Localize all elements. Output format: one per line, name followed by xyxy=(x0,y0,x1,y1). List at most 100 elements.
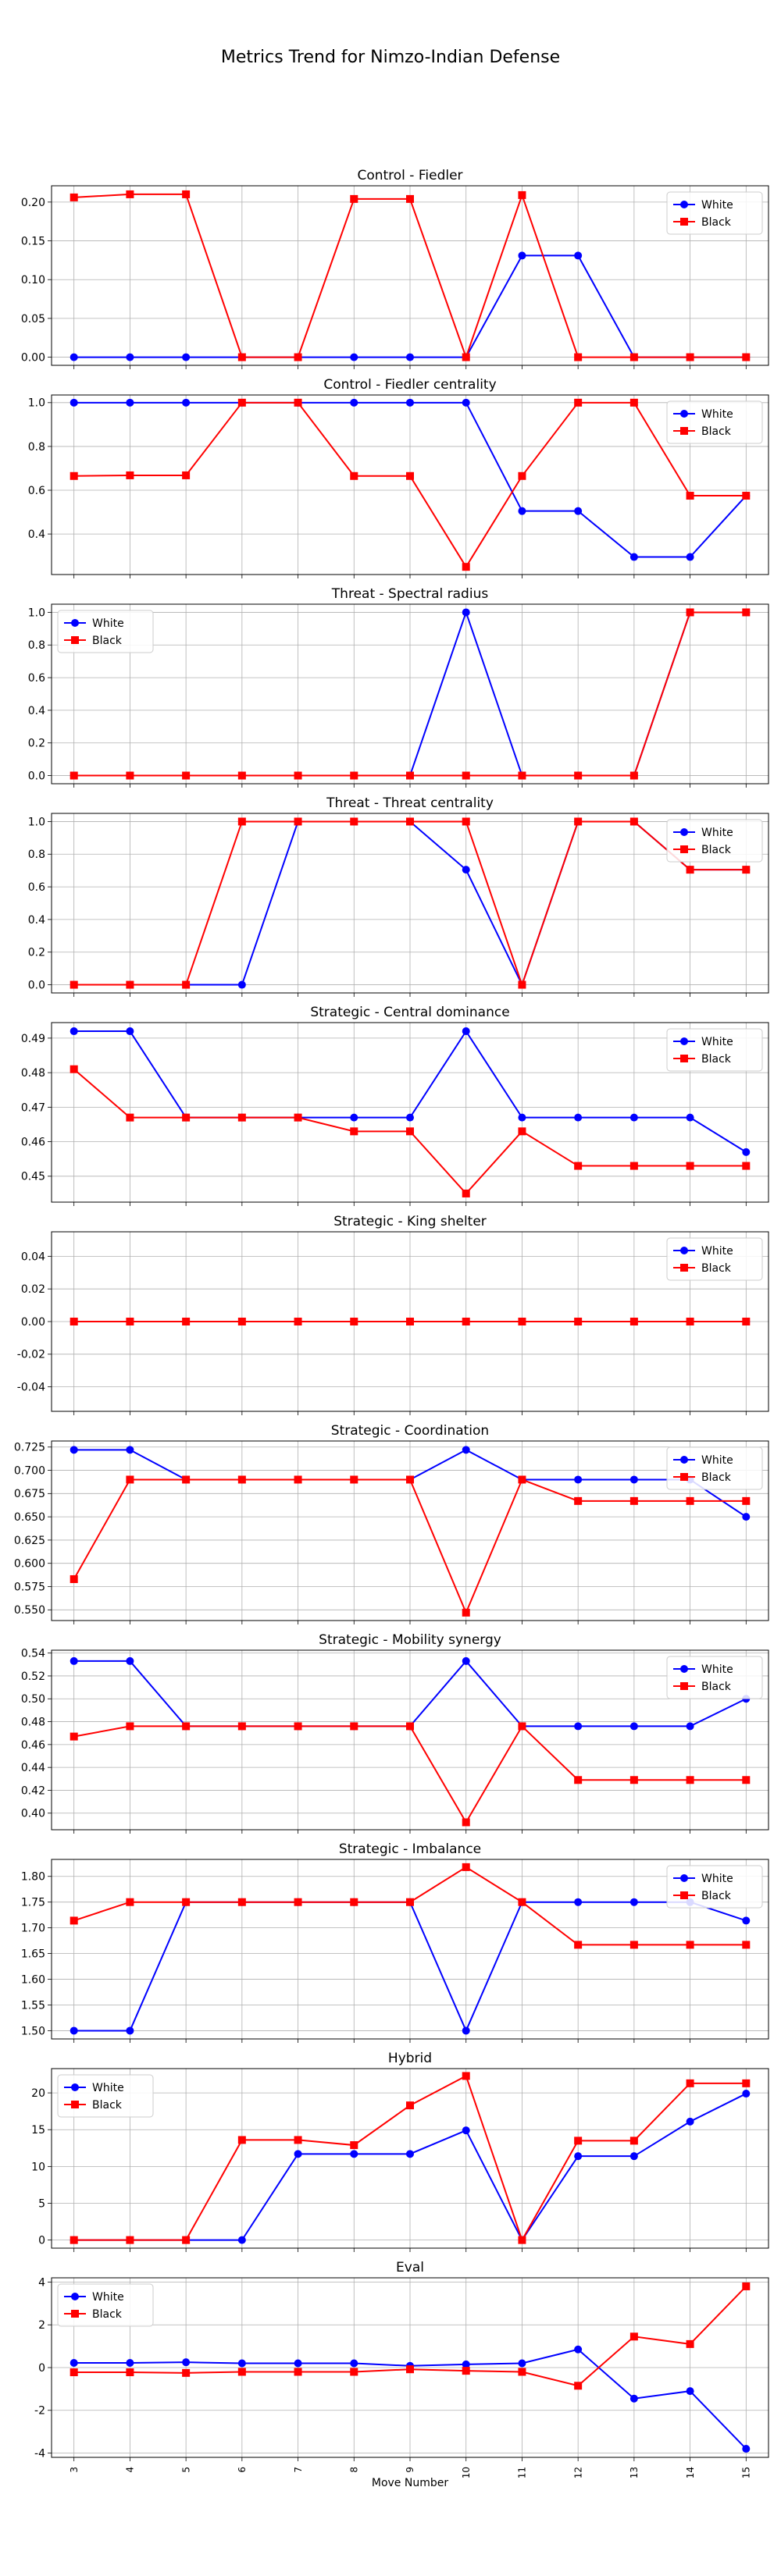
point-black xyxy=(462,1318,470,1325)
plot-frame xyxy=(51,1440,769,1621)
legend-marker xyxy=(71,2083,79,2091)
point-black xyxy=(686,1776,694,1784)
point-black xyxy=(237,817,246,826)
legend-box xyxy=(57,2283,154,2327)
legend-box xyxy=(666,1028,763,1072)
point-black xyxy=(406,2365,414,2374)
point-black xyxy=(406,1475,414,1484)
point-black xyxy=(629,2332,638,2341)
point-black xyxy=(574,2382,583,2390)
legend-label: White xyxy=(701,199,733,212)
legend-label: White xyxy=(701,1663,733,1676)
point-black xyxy=(350,817,358,826)
plot-frame xyxy=(51,813,769,994)
legend-label: Black xyxy=(701,425,732,438)
point-black xyxy=(182,1898,191,1906)
legend: White Black xyxy=(666,1656,763,1699)
point-black xyxy=(629,353,638,361)
point-black xyxy=(574,1496,583,1505)
y-tick-label: 0.650 xyxy=(14,1511,45,1524)
x-tick-label: 9 xyxy=(405,2467,415,2473)
plot-frame xyxy=(51,1649,769,1831)
y-tick-label: 1.60 xyxy=(21,1973,45,1986)
legend-marker xyxy=(680,1037,688,1045)
point-white xyxy=(182,398,191,407)
chart-panel-5: Strategic - Central dominance 0.45 0.46 0.4… xyxy=(21,1005,769,1206)
point-black xyxy=(182,2236,191,2244)
point-black xyxy=(629,771,638,780)
y-tick-label: 0.54 xyxy=(21,1648,45,1660)
point-black xyxy=(462,2072,470,2080)
legend-label: White xyxy=(701,1036,733,1048)
point-white xyxy=(126,2358,134,2367)
point-white xyxy=(126,398,134,407)
x-tick-label: 13 xyxy=(629,2467,640,2478)
point-white xyxy=(406,2150,414,2158)
point-white xyxy=(629,1722,638,1731)
x-tick-label: 7 xyxy=(293,2467,304,2473)
point-black xyxy=(294,353,302,361)
legend-box xyxy=(666,400,763,444)
point-white xyxy=(126,1656,134,1665)
point-white xyxy=(742,2090,751,2098)
legend: White Black xyxy=(666,191,763,235)
point-white xyxy=(294,2359,302,2368)
point-black xyxy=(406,1127,414,1136)
legend-marker xyxy=(680,1874,688,1882)
point-black xyxy=(629,1776,638,1784)
point-black xyxy=(126,1722,134,1731)
point-black xyxy=(182,190,191,198)
y-tick-label: 0.52 xyxy=(21,1670,45,1683)
point-black xyxy=(237,2368,246,2376)
legend-label: Black xyxy=(701,1471,732,1484)
y-tick-label: 0.46 xyxy=(21,1739,45,1752)
chart-panel-4: Threat - Threat centrality 0.0 0.2 0.4 0.6 0.… xyxy=(28,795,769,997)
y-tick-label: 0.6 xyxy=(28,485,45,497)
point-black xyxy=(629,1162,638,1170)
panel-title: Control - Fiedler xyxy=(357,168,462,183)
chart-panel-10: Hybrid 0 5 10 15 20 White Black xyxy=(31,2051,769,2252)
legend-label: Black xyxy=(701,844,732,856)
y-tick-label: 0.8 xyxy=(28,441,45,454)
point-black xyxy=(462,1608,470,1617)
plot-frame xyxy=(51,2068,769,2249)
point-white xyxy=(462,1656,470,1665)
point-black xyxy=(574,2137,583,2145)
point-white xyxy=(686,2387,694,2396)
point-black xyxy=(237,1475,246,1484)
legend-box xyxy=(57,610,154,653)
chart-panel-11: Eval 3 4 5 6 7 8 9 10 11 12 13 14 15 -4 -2 0 2 4 White Black xyxy=(34,2260,769,2478)
point-white xyxy=(126,2026,134,2035)
y-tick-label: 0.600 xyxy=(14,1558,45,1571)
panel-title: Strategic - Imbalance xyxy=(339,1841,481,1857)
y-tick-label: 0.40 xyxy=(21,1808,45,1820)
legend-marker xyxy=(680,1247,688,1254)
point-white xyxy=(462,1027,470,1036)
point-black xyxy=(518,2368,526,2376)
y-tick-label: 2 xyxy=(38,2319,45,2332)
y-tick-label: 0.2 xyxy=(28,738,45,750)
point-black xyxy=(462,1818,470,1827)
point-black xyxy=(237,1898,246,1906)
y-tick-label: 0.00 xyxy=(21,351,45,364)
point-white xyxy=(126,1446,134,1454)
point-black xyxy=(182,1475,191,1484)
point-black xyxy=(126,2236,134,2244)
legend-marker xyxy=(680,828,688,836)
point-black xyxy=(686,608,694,617)
y-tick-label: 1.55 xyxy=(21,1999,45,2012)
point-black xyxy=(237,1318,246,1325)
point-white xyxy=(686,1722,694,1731)
y-tick-label: -4 xyxy=(34,2447,45,2460)
point-white xyxy=(518,2359,526,2368)
point-black xyxy=(518,1318,526,1325)
legend-box xyxy=(666,1446,763,1490)
point-white xyxy=(629,553,638,561)
point-white xyxy=(462,866,470,874)
point-black xyxy=(742,1496,751,1505)
chart-panel-3: Threat - Spectral radius 0.0 0.2 0.4 0.6 0.8 1… xyxy=(28,586,769,788)
point-black xyxy=(70,980,78,989)
point-white xyxy=(686,1113,694,1122)
legend-label: Black xyxy=(701,1681,732,1693)
y-tick-label: 0.20 xyxy=(21,197,45,209)
